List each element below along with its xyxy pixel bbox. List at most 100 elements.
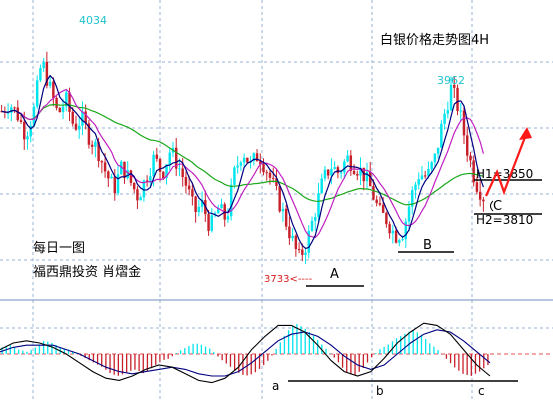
candle-up — [168, 152, 171, 165]
candle-down — [52, 81, 55, 98]
chart-title: 白银价格走势图4H — [380, 32, 489, 48]
pattern-label-a: A — [330, 267, 339, 282]
candle-down — [465, 135, 469, 156]
candle-down — [394, 230, 398, 243]
candle-up — [217, 208, 220, 214]
macd-panel — [0, 322, 518, 384]
candle-down — [268, 172, 272, 178]
candle-down — [174, 147, 178, 169]
candle-down — [297, 248, 301, 250]
candle-up — [446, 110, 450, 114]
candle-down — [288, 226, 291, 239]
candle-down — [259, 161, 262, 165]
candle-down — [97, 141, 100, 162]
candle-up — [10, 107, 13, 113]
candle-down — [181, 168, 184, 178]
candle-down — [284, 208, 288, 227]
candle-down — [352, 170, 356, 174]
candle-down — [129, 170, 133, 183]
macd-dea-line — [0, 329, 491, 377]
candle-down — [194, 196, 197, 213]
candle-down — [388, 224, 391, 234]
candle-down — [58, 107, 62, 113]
candle-down — [155, 154, 159, 159]
candle-up — [200, 200, 204, 207]
macd-dif-line — [0, 322, 491, 384]
candle-up — [281, 208, 285, 212]
candle-down — [385, 212, 388, 225]
candle-up — [239, 162, 243, 166]
macd-label-c: c — [478, 384, 485, 398]
candle-up — [310, 220, 314, 231]
caption-line-2: 福西鼎投资 肖熠金 — [33, 264, 141, 280]
candle-down — [16, 107, 20, 121]
candle-up — [443, 113, 446, 124]
candle-up — [391, 230, 395, 234]
candle-up — [126, 170, 129, 179]
candle-up — [440, 123, 443, 148]
candle-up — [229, 184, 233, 217]
candle-up — [417, 179, 420, 185]
candle-down — [74, 123, 78, 130]
candle-down — [336, 167, 340, 174]
candle-up — [139, 197, 142, 201]
annotations: 白银价格走势图4H 每日一图 福西鼎投资 肖熠金 4034 3962 3733<… — [33, 14, 533, 398]
candle-down — [469, 155, 472, 161]
candle-up — [29, 125, 32, 137]
caption-line-1: 每日一图 — [33, 240, 85, 256]
candle-up — [333, 167, 336, 169]
macd-label-a: a — [272, 379, 279, 393]
h2-label: H2=3810 — [476, 213, 533, 227]
candle-down — [378, 203, 382, 205]
candle-down — [349, 155, 353, 171]
candle-down — [19, 120, 23, 122]
candle-up — [242, 157, 246, 163]
candle-down — [71, 111, 74, 124]
candle-down — [187, 185, 191, 190]
candle-up — [197, 206, 201, 213]
candle-up — [233, 167, 236, 185]
candle-up — [317, 193, 320, 218]
candle-down — [275, 178, 278, 186]
candle-up — [39, 68, 42, 81]
candle-up — [414, 184, 417, 191]
candle-up — [48, 81, 52, 86]
h1-label: H1=3850 — [476, 167, 533, 181]
high-right-label: 3962 — [437, 74, 465, 87]
pattern-label-b: B — [423, 238, 432, 253]
candle-up — [307, 230, 311, 253]
candle-up — [339, 172, 343, 174]
candle-down — [423, 175, 427, 177]
candle-up — [42, 61, 45, 69]
candle-up — [430, 162, 433, 169]
candle-down — [278, 185, 281, 212]
candle-up — [330, 168, 333, 176]
candle-up — [165, 164, 168, 178]
candle-down — [265, 172, 268, 174]
pattern-c-mark — [490, 200, 494, 212]
high-left-label: 4034 — [79, 14, 107, 27]
pattern-label-c: C — [493, 199, 502, 214]
candle-up — [436, 147, 440, 154]
candle-up — [291, 235, 294, 239]
macd-label-b: b — [376, 384, 384, 398]
candle-down — [326, 169, 330, 176]
candle-down — [255, 153, 259, 162]
candle-up — [459, 110, 462, 112]
candle-up — [142, 180, 146, 198]
candle-down — [372, 186, 375, 200]
candle-up — [32, 106, 36, 126]
candle-up — [398, 240, 401, 243]
candle-up — [210, 215, 214, 231]
candle-down — [301, 249, 304, 255]
candle-down — [103, 162, 107, 172]
candle-down — [475, 182, 479, 192]
candle-down — [84, 111, 87, 124]
candle-down — [207, 214, 210, 231]
candle-up — [433, 153, 437, 163]
candle-down — [271, 177, 275, 179]
candle-up — [323, 169, 327, 179]
candle-down — [184, 177, 188, 186]
candle-up — [26, 136, 29, 140]
